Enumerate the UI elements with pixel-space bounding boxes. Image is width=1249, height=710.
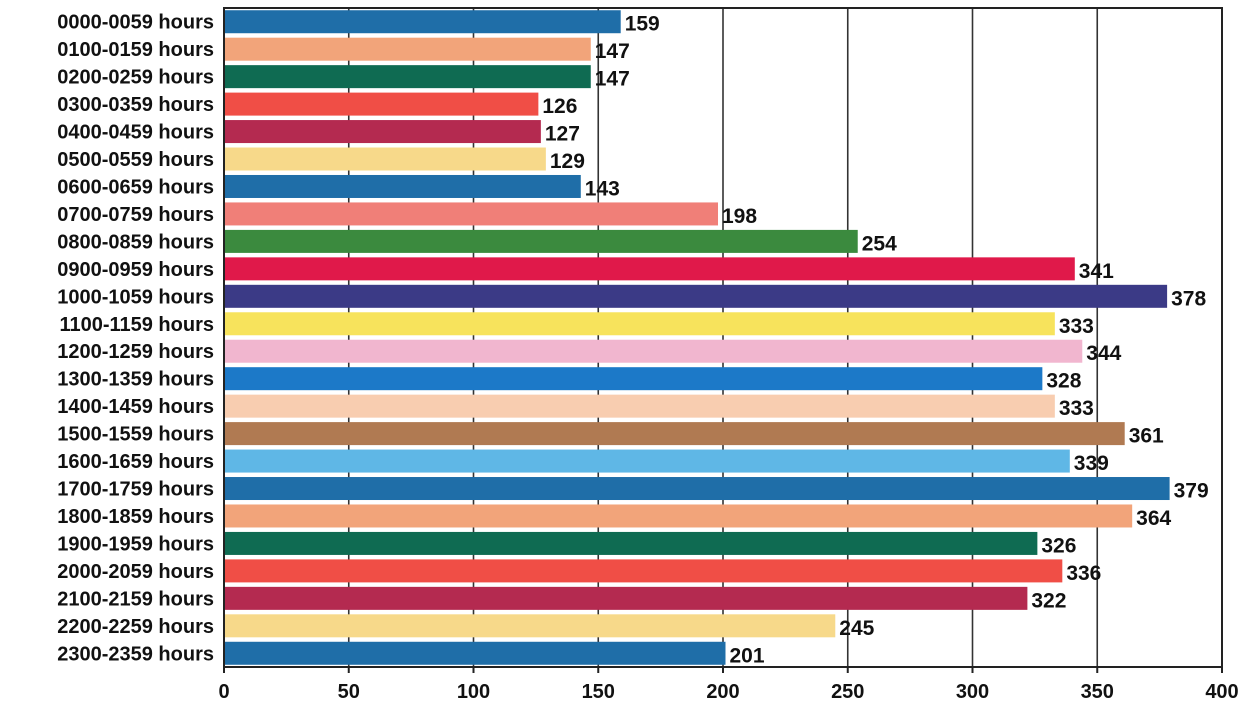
plot-frame-layer [223, 7, 1223, 673]
category-label-19: 1900-1959 hours [57, 533, 214, 555]
category-label-13: 1300-1359 hours [57, 369, 214, 391]
category-label-2: 0200-0259 hours [57, 67, 214, 89]
x-tick-label-300: 300 [956, 681, 989, 703]
category-label-23: 2300-2359 hours [57, 643, 214, 665]
bar-13 [224, 367, 1043, 391]
category-label-10: 1000-1059 hours [57, 286, 214, 308]
category-label-11: 1100-1159 hours [59, 314, 214, 336]
bar-11 [224, 312, 1055, 336]
x-tick-label-400: 400 [1205, 681, 1238, 703]
value-label-3: 126 [542, 95, 577, 118]
bar-7 [224, 202, 719, 226]
category-label-16: 1600-1659 hours [57, 451, 214, 473]
x-tick-label-layer: 0 50 100 150 200 250 300 350 400 [218, 681, 1238, 703]
value-label-10: 378 [1171, 287, 1206, 310]
bar-6 [224, 174, 581, 198]
grid-layer [347, 8, 1099, 667]
value-label-6: 143 [585, 177, 620, 200]
x-tick-label-0: 0 [218, 681, 229, 703]
value-label-7: 198 [722, 205, 757, 228]
category-label-1: 0100-0159 hours [57, 39, 214, 61]
category-label-9: 0900-0959 hours [57, 259, 214, 281]
value-label-21: 322 [1031, 589, 1066, 612]
bar-14 [224, 394, 1055, 418]
value-label-4: 127 [545, 123, 580, 146]
bar-12 [224, 339, 1083, 363]
bar-20 [224, 559, 1063, 583]
bar-19 [224, 531, 1038, 555]
bar-5 [224, 147, 546, 171]
value-label-layer: 1591471471261271291431982543413783333443… [542, 13, 1208, 668]
bar-9 [224, 257, 1075, 281]
x-tick-label-250: 250 [831, 681, 864, 703]
value-label-14: 333 [1059, 397, 1094, 420]
category-label-18: 1800-1859 hours [57, 506, 214, 528]
bar-8 [224, 229, 858, 253]
category-label-14: 1400-1459 hours [57, 396, 214, 418]
x-tick-label-150: 150 [582, 681, 615, 703]
value-label-16: 339 [1074, 452, 1109, 475]
category-label-21: 2100-2159 hours [57, 588, 214, 610]
value-label-5: 129 [550, 150, 585, 173]
value-label-18: 364 [1136, 507, 1171, 530]
value-label-2: 147 [595, 68, 630, 91]
category-label-0: 0000-0059 hours [57, 12, 214, 34]
bar-15 [224, 422, 1125, 446]
x-tick-label-350: 350 [1081, 681, 1114, 703]
category-label-17: 1700-1759 hours [57, 479, 214, 501]
value-label-9: 341 [1079, 260, 1114, 283]
value-label-1: 147 [595, 40, 630, 63]
bar-21 [224, 586, 1028, 610]
bar-10 [224, 284, 1168, 308]
x-tick-label-200: 200 [706, 681, 739, 703]
category-label-7: 0700-0759 hours [57, 204, 214, 226]
value-label-8: 254 [862, 232, 897, 255]
bar-22 [224, 614, 836, 638]
bar-17 [224, 477, 1170, 501]
category-label-layer: 0000-0059 hours 0100-0159 hours 0200-0259 … [57, 12, 214, 666]
category-label-15: 1500-1559 hours [57, 424, 214, 446]
value-label-20: 336 [1066, 562, 1101, 585]
value-label-17: 379 [1174, 480, 1209, 503]
value-label-0: 159 [625, 13, 660, 36]
category-label-12: 1200-1259 hours [57, 341, 214, 363]
bar-2 [224, 65, 591, 89]
bar-1 [224, 37, 591, 61]
value-label-11: 333 [1059, 315, 1094, 338]
category-label-4: 0400-0459 hours [57, 122, 214, 144]
value-label-22: 245 [839, 617, 874, 640]
bar-23 [224, 641, 726, 665]
value-label-15: 361 [1129, 425, 1164, 448]
category-label-22: 2200-2259 hours [57, 616, 214, 638]
value-label-13: 328 [1046, 370, 1081, 393]
category-label-6: 0600-0659 hours [57, 176, 214, 198]
value-label-23: 201 [729, 644, 764, 667]
category-label-8: 0800-0859 hours [57, 231, 214, 253]
bar-16 [224, 449, 1070, 473]
bar-0 [224, 10, 621, 34]
x-tick-label-50: 50 [338, 681, 360, 703]
category-label-3: 0300-0359 hours [57, 94, 214, 116]
bar-layer [224, 10, 1170, 665]
category-label-5: 0500-0559 hours [57, 149, 214, 171]
bar-4 [224, 120, 541, 144]
bar-18 [224, 504, 1133, 528]
value-label-19: 326 [1041, 534, 1076, 557]
category-label-20: 2000-2059 hours [57, 561, 214, 583]
value-label-12: 344 [1086, 342, 1121, 365]
bar-3 [224, 92, 539, 116]
x-tick-label-100: 100 [457, 681, 490, 703]
